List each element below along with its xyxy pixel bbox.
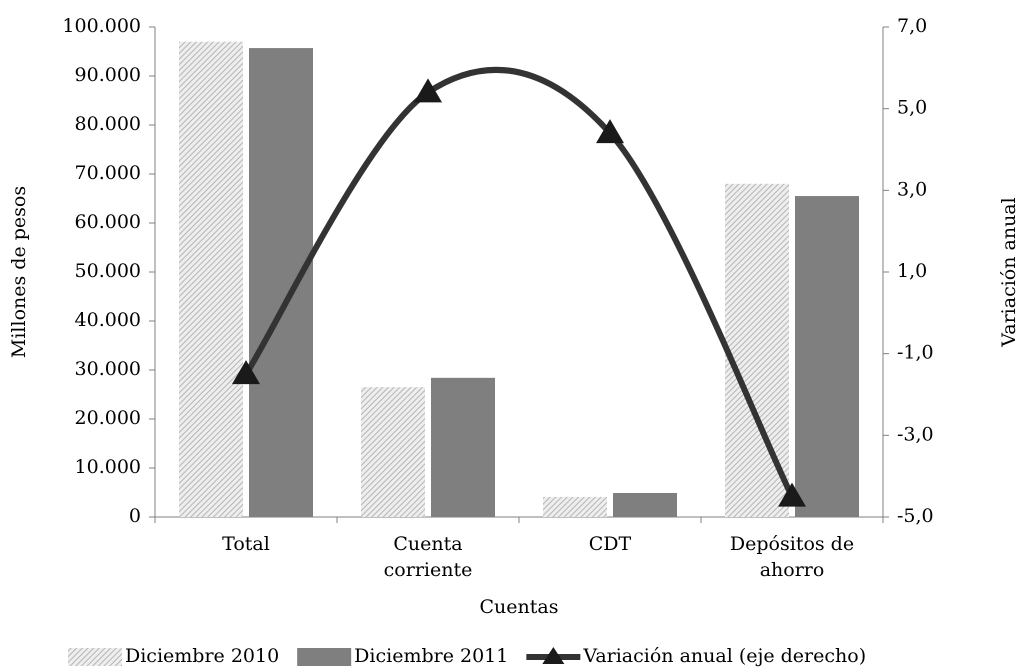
x-tick-label: Total	[222, 533, 270, 555]
legend-label: Variación anual (eje derecho)	[582, 645, 866, 667]
y-axis-title: Millones de pesos	[8, 186, 30, 358]
bar	[249, 48, 313, 517]
x-axis-title: Cuentas	[480, 596, 559, 618]
y-tick-label: 40.000	[75, 309, 141, 331]
line-marker	[414, 78, 442, 103]
y-tick-label: 0	[129, 505, 141, 527]
bar	[361, 387, 425, 517]
y2-tick-label: -5,0	[897, 505, 934, 527]
x-tick-label: CDT	[588, 533, 632, 555]
y-tick-label: 70.000	[75, 162, 141, 184]
legend-swatch	[68, 648, 122, 666]
y-tick-label: 50.000	[75, 260, 141, 282]
y-tick-label: 20.000	[75, 407, 141, 429]
y2-tick-label: 5,0	[897, 97, 927, 119]
y2-tick-label: -3,0	[897, 423, 934, 445]
legend-label: Diciembre 2010	[125, 645, 279, 667]
legend-label: Diciembre 2011	[354, 645, 508, 667]
y-tick-label: 100.000	[62, 15, 141, 37]
line	[243, 66, 795, 498]
y-tick-label: 10.000	[75, 456, 141, 478]
bar	[613, 492, 677, 517]
line-marker	[232, 360, 260, 385]
y-tick-label: 60.000	[75, 211, 141, 233]
y-tick-label: 30.000	[75, 358, 141, 380]
y2-tick-label: 3,0	[897, 178, 927, 200]
line-marker	[596, 119, 624, 144]
x-tick-label: Depósitos de ahorro	[729, 533, 855, 581]
legend-swatch	[542, 647, 565, 664]
y-tick-label: 80.000	[75, 113, 141, 135]
bar	[179, 41, 243, 517]
y2-tick-label: 1,0	[897, 260, 927, 282]
y2-tick-label: 7,0	[897, 15, 927, 37]
legend-swatch	[297, 648, 352, 666]
y2-tick-label: -1,0	[897, 342, 934, 364]
bar	[431, 377, 495, 517]
y-tick-label: 90.000	[75, 64, 141, 86]
y2-axis-title: Variación anual	[998, 197, 1020, 347]
line-marker	[778, 482, 806, 507]
bar	[543, 496, 607, 517]
bar	[795, 196, 859, 518]
x-tick-label: Cuenta corriente	[383, 533, 473, 581]
